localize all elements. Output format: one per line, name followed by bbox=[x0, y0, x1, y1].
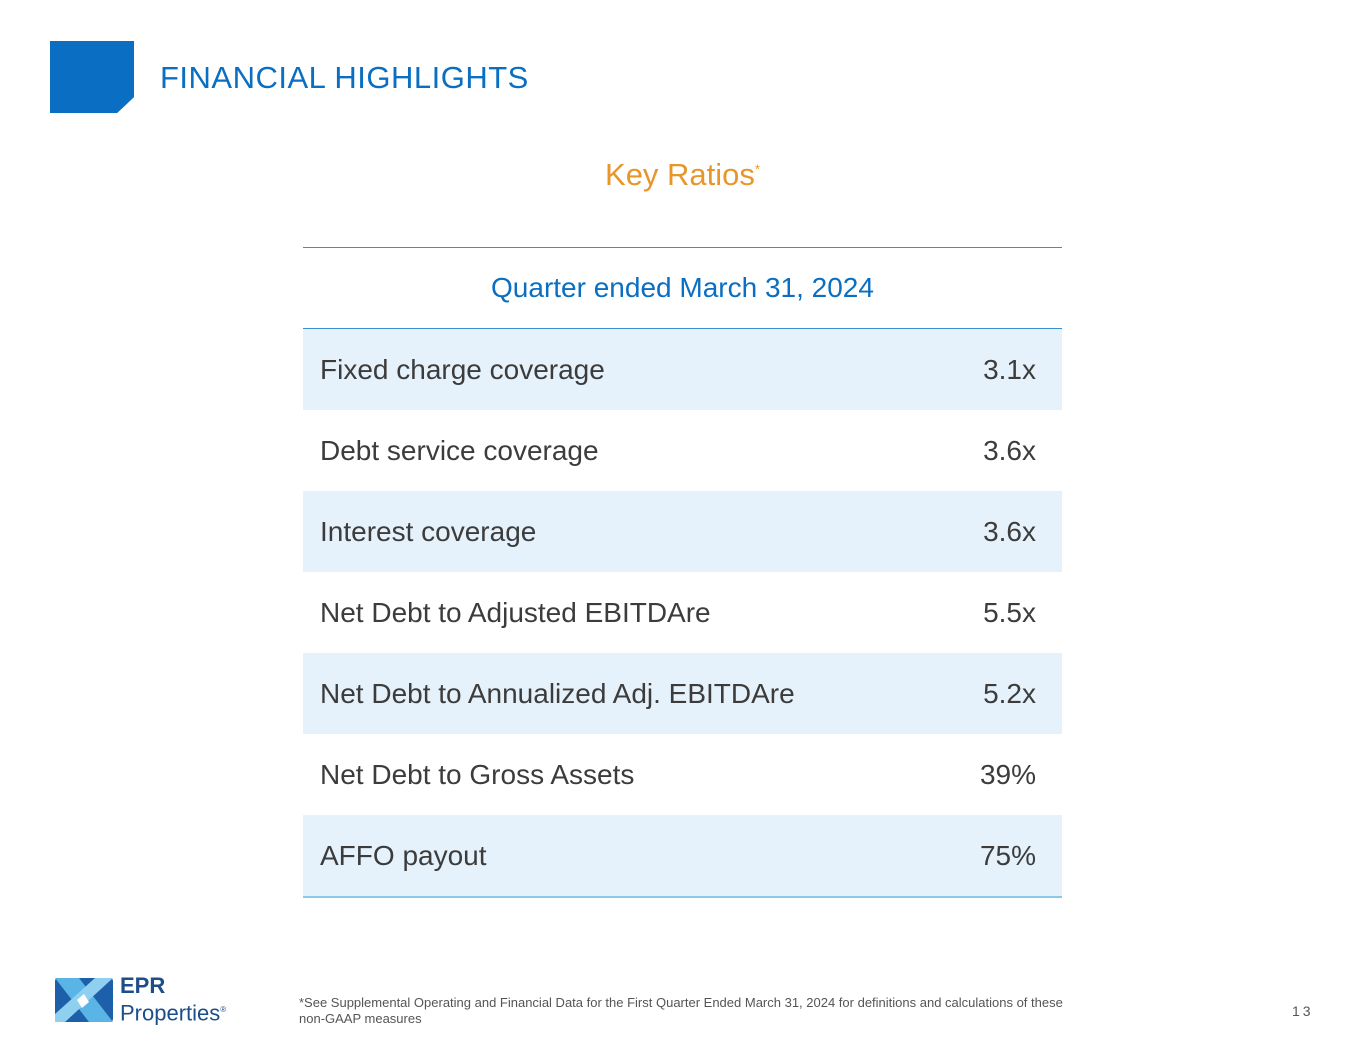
table-row: Interest coverage 3.6x bbox=[303, 491, 1062, 572]
epr-logo-icon bbox=[55, 978, 113, 1022]
row-label: Net Debt to Adjusted EBITDAre bbox=[320, 596, 711, 628]
subtitle-text: Key Ratios bbox=[605, 157, 755, 192]
row-value: 3.1x bbox=[983, 353, 1036, 385]
logo-line2: Properties bbox=[120, 1000, 221, 1026]
logo-line1: EPR bbox=[120, 973, 166, 998]
table-row: Net Debt to Annualized Adj. EBITDAre 5.2x bbox=[303, 653, 1062, 734]
table-row: Net Debt to Gross Assets 39% bbox=[303, 734, 1062, 815]
page-number: 13 bbox=[1292, 1003, 1314, 1019]
row-label: Interest coverage bbox=[320, 515, 537, 547]
row-value: 3.6x bbox=[983, 434, 1036, 466]
page-title: FINANCIAL HIGHLIGHTS bbox=[160, 60, 529, 95]
logo-line2-wrap: Properties® bbox=[120, 1000, 227, 1026]
row-label: AFFO payout bbox=[320, 839, 487, 871]
header-accent-shape bbox=[50, 41, 134, 113]
row-value: 39% bbox=[979, 758, 1036, 790]
key-ratios-table: Quarter ended March 31, 2024 Fixed charg… bbox=[303, 247, 1062, 898]
row-value: 75% bbox=[979, 839, 1036, 871]
table-row: AFFO payout 75% bbox=[303, 815, 1062, 896]
row-label: Debt service coverage bbox=[320, 434, 599, 466]
row-value: 3.6x bbox=[983, 515, 1036, 547]
logo-wordmark: EPR Properties® bbox=[120, 975, 226, 1026]
table-heading: Quarter ended March 31, 2024 bbox=[303, 248, 1062, 329]
footnote-mark: * bbox=[754, 161, 760, 177]
row-label: Net Debt to Annualized Adj. EBITDAre bbox=[320, 677, 795, 709]
row-value: 5.5x bbox=[983, 596, 1036, 628]
table-row: Net Debt to Adjusted EBITDAre 5.5x bbox=[303, 572, 1062, 653]
section-subtitle: Key Ratios* bbox=[0, 157, 1365, 193]
row-label: Net Debt to Gross Assets bbox=[320, 758, 635, 790]
table-row: Fixed charge coverage 3.1x bbox=[303, 329, 1062, 410]
row-label: Fixed charge coverage bbox=[320, 353, 605, 385]
footnote: *See Supplemental Operating and Financia… bbox=[299, 995, 1063, 1026]
table-row: Debt service coverage 3.6x bbox=[303, 410, 1062, 491]
row-value: 5.2x bbox=[983, 677, 1036, 709]
